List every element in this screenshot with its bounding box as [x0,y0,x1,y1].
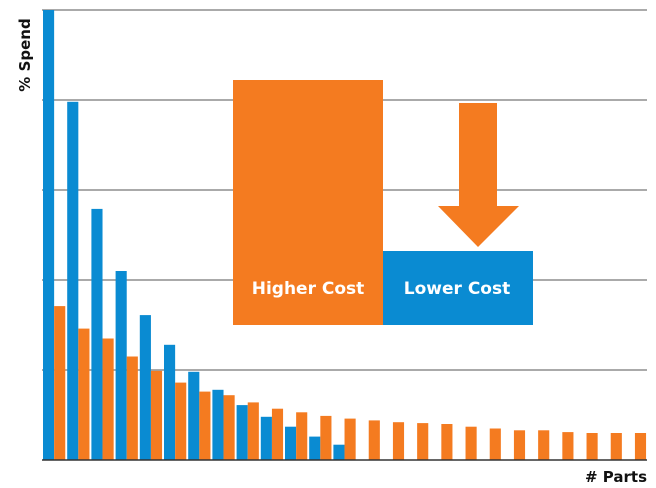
orange-bar-1 [54,306,66,460]
orange-bar-9 [247,402,259,460]
orange-bar-25 [634,433,647,460]
blue-bar-3 [91,208,103,460]
orange-bar-22 [562,432,574,460]
orange-bar-7 [199,391,211,460]
blue-bar-10 [260,416,272,460]
orange-bar-6 [175,382,187,460]
orange-bar-12 [320,415,332,460]
orange-bar-4 [126,356,138,460]
lower-cost-label: Lower Cost [404,279,510,299]
orange-bar-5 [150,370,163,460]
blue-bar-6 [164,344,176,460]
orange-bar-13 [344,418,356,460]
orange-bar-2 [78,328,90,460]
lower-cost-box [383,251,533,325]
blue-bar-4 [115,271,127,460]
orange-bar-20 [513,430,526,460]
blue-bar-5 [139,315,151,460]
orange-bar-11 [296,412,308,460]
x-axis-label: # Parts [585,468,647,484]
y-axis-label: % Spend [16,18,34,91]
orange-bar-21 [538,430,550,460]
orange-bar-17 [441,424,453,460]
orange-bar-23 [586,433,598,460]
arrow-down-icon [438,103,519,247]
orange-bar-18 [465,426,477,460]
orange-bar-8 [223,395,235,460]
higher-cost-box [233,80,383,325]
blue-bar-2 [67,101,79,461]
orange-bar-15 [392,422,405,460]
orange-bar-24 [610,433,622,460]
orange-bar-14 [368,420,380,460]
bars [43,10,647,461]
orange-bar-3 [102,338,114,460]
blue-bar-12 [309,436,321,460]
blue-bar-7 [188,371,200,460]
orange-bar-19 [489,428,501,460]
higher-cost-label: Higher Cost [252,279,365,299]
blue-bar-8 [212,389,224,460]
blue-bar-11 [285,426,297,460]
blue-bar-9 [236,405,248,460]
orange-bar-16 [417,423,429,460]
blue-bar-13 [333,444,345,460]
orange-bar-10 [271,408,284,460]
blue-bar-1 [43,10,55,460]
